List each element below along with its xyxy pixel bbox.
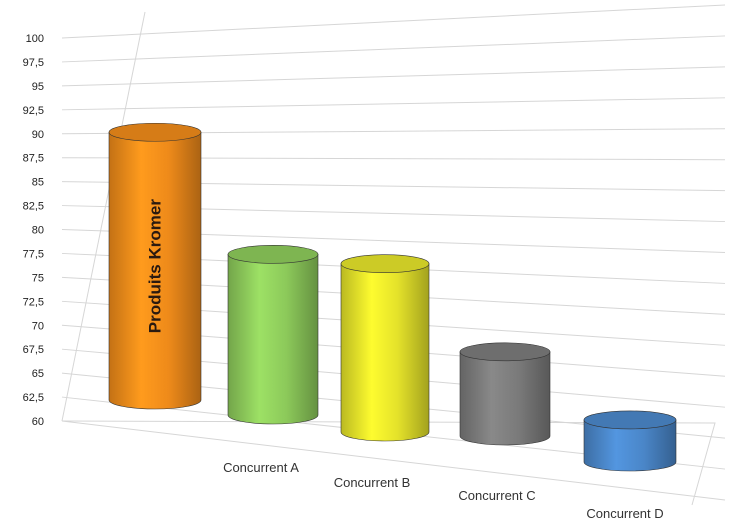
y-tick-label: 90 [32,129,44,141]
y-tick-label: 75 [32,272,44,284]
y-tick-label: 100 [26,33,44,45]
grid-line [61,420,726,501]
bar-top [227,245,319,264]
y-tick-label: 80 [32,225,44,237]
y-tick-label: 85 [32,177,44,189]
bar-top [108,122,202,142]
y-tick-label: 67,5 [23,344,44,356]
x-tick-label: Concurrent C [458,488,535,503]
x-tick-label: Concurrent A [223,460,299,475]
bar [459,342,551,446]
bar-body [108,131,202,410]
grid-line [61,4,726,39]
bar-top [583,410,677,430]
bar [583,410,677,472]
y-tick-label: 87,5 [23,153,44,165]
y-tick-label: 97,5 [23,57,44,69]
chart-bars: Produits Kromer [108,122,677,472]
grid-line [61,66,726,87]
bar-data-label: Produits Kromer [146,199,165,334]
grid-line [61,35,726,63]
bar-top [340,254,430,274]
y-tick-label: 82,5 [23,201,44,213]
y-tick-label: 92,5 [23,105,44,117]
y-tick-label: 77,5 [23,248,44,260]
y-tick-label: 62,5 [23,392,44,404]
wall-edge [61,11,146,422]
y-tick-label: 70 [32,320,44,332]
bar-body [227,254,319,425]
bar-top [459,342,551,362]
x-axis-labels: Concurrent A Concurrent B Concurrent C Conc… [223,460,664,521]
bar-body [583,419,677,472]
y-tick-label: 65 [32,368,44,380]
bar-body [459,351,551,446]
y-tick-label: 95 [32,81,44,93]
bar [227,245,319,425]
x-tick-label: Concurrent D [586,506,663,521]
y-tick-label: 60 [32,416,44,428]
y-tick-label: 72,5 [23,296,44,308]
bar [340,254,430,442]
bar-body [340,263,430,442]
grid-line [61,97,726,111]
bar: Produits Kromer [108,122,202,410]
y-axis-ticks: 60 62,5 65 67,5 70 72,5 75 77,5 80 82,5 85 87,5 90 92… [23,33,44,428]
x-tick-label: Concurrent B [334,475,411,490]
